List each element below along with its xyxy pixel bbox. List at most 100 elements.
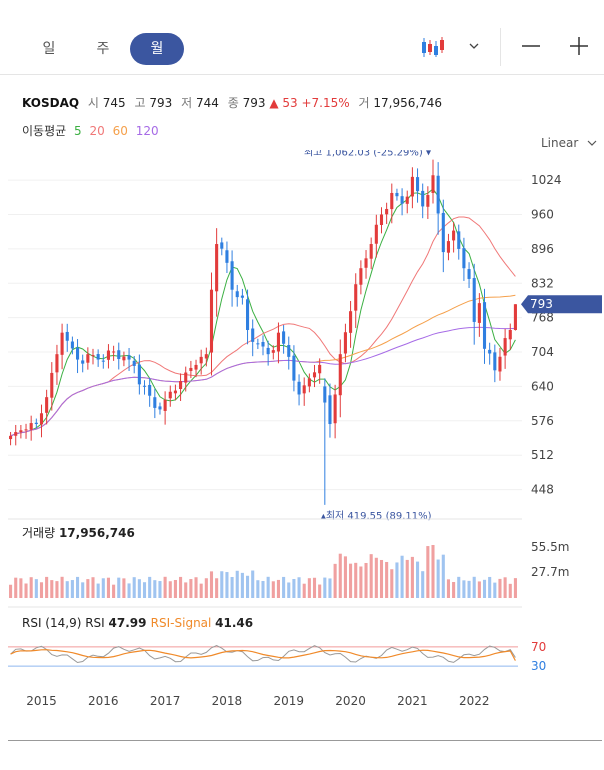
candle-body: [297, 381, 301, 395]
high-label: 고: [134, 96, 146, 110]
volume-bar: [209, 571, 214, 598]
volume-bar: [436, 559, 440, 598]
tab-month[interactable]: 월: [130, 33, 184, 65]
candle-body: [76, 347, 80, 360]
volume-bar: [292, 578, 296, 598]
y-tick-label: 768: [531, 311, 554, 325]
x-tick-label: 2019: [273, 694, 304, 708]
volume-bar: [230, 576, 234, 598]
ma5-label: 5: [74, 124, 82, 138]
tab-day[interactable]: 일: [42, 41, 56, 57]
volume-bar: [410, 556, 414, 598]
volume-bar: [65, 581, 69, 598]
volume-label: 거: [358, 96, 370, 110]
candle-body: [132, 360, 136, 366]
y-tick-label: 704: [531, 345, 554, 359]
volume-bar: [508, 583, 512, 598]
volume-bar: [318, 584, 322, 598]
candle-body: [184, 372, 188, 383]
candle-body: [246, 299, 250, 330]
volume-bar: [364, 562, 368, 598]
candle-body: [127, 355, 131, 360]
candle-body: [333, 394, 337, 424]
ohlc-info: KOSDAQ 시 745 고 793 저 744 종 793 ▲ 53 +7.1…: [22, 94, 442, 111]
candle-body: [251, 328, 255, 342]
volume-value: 17,956,746: [373, 96, 443, 110]
change-value: ▲ 53: [269, 96, 298, 110]
volume-bar: [96, 583, 100, 598]
candle-body: [405, 196, 409, 204]
candle-body: [343, 332, 347, 354]
candle-body: [395, 192, 399, 197]
y-tick-label: 1024: [531, 173, 562, 187]
chevron-down-icon: [469, 43, 479, 49]
y-tick-label: 896: [531, 242, 554, 256]
candle-body: [467, 269, 471, 279]
ma60-label: 60: [112, 124, 128, 138]
candle-body: [364, 258, 368, 268]
scale-select[interactable]: Linear: [541, 136, 598, 150]
volume-bar: [168, 581, 172, 598]
volume-bar: [400, 555, 404, 598]
volume-bar: [338, 553, 342, 598]
candle-body: [436, 175, 440, 214]
close-label: 종: [227, 96, 239, 110]
candle-body: [148, 384, 152, 396]
volume-bar: [179, 576, 183, 598]
divider: [8, 740, 602, 741]
candle-body: [379, 214, 384, 225]
volume-bar: [117, 577, 121, 598]
candle-body: [328, 395, 332, 425]
ma5-line: [10, 188, 516, 437]
volume-bar: [81, 582, 85, 598]
candle-body: [472, 278, 476, 322]
rsi-level-70: 70: [531, 640, 546, 654]
volume-panel-label: 거래량 17,956,746: [22, 526, 135, 540]
plus-icon: [570, 37, 588, 55]
y-tick-label: 960: [531, 207, 554, 221]
candle-body: [65, 331, 69, 341]
divider: [500, 28, 501, 66]
chart-toolbar: 일 주 월: [0, 0, 604, 75]
volume-bar: [307, 578, 311, 598]
candle-body: [446, 241, 450, 253]
candle-body: [39, 413, 44, 425]
candle-body: [513, 304, 517, 330]
volume-bar: [122, 578, 126, 598]
volume-bar: [271, 581, 275, 598]
x-tick-label: 2017: [150, 694, 181, 708]
volume-bar: [106, 577, 110, 598]
chart-type-select[interactable]: [418, 35, 490, 61]
candle-body: [266, 347, 270, 355]
zoom-out-button[interactable]: [516, 32, 544, 60]
candle-body: [225, 250, 229, 263]
candle-body: [106, 350, 110, 360]
candle-body: [271, 350, 275, 353]
volume-bar: [343, 556, 347, 598]
candle-body: [50, 372, 54, 398]
candle-body: [81, 360, 85, 364]
candle-body: [55, 354, 59, 373]
candle-body: [230, 261, 234, 290]
volume-bar: [158, 581, 162, 598]
volume-bar: [220, 571, 224, 598]
max-label: 최고 1,062.03 (-25.29%) ▾: [304, 150, 431, 159]
candle-body: [60, 332, 64, 355]
volume-bar: [101, 578, 105, 598]
volume-bar: [60, 576, 64, 598]
volume-bar: [354, 562, 358, 598]
candle-body: [101, 360, 105, 362]
candle-body: [70, 341, 74, 349]
candle-body: [482, 302, 487, 349]
tab-week[interactable]: 주: [96, 41, 110, 57]
candle-body: [312, 372, 317, 378]
volume-bar: [148, 576, 152, 598]
zoom-in-button[interactable]: [564, 32, 592, 60]
volume-bar: [287, 582, 291, 598]
candlestick-icon: [422, 37, 479, 57]
price-chart[interactable]: 448 512 576 640 704 768 832 896 960 1024 최고 1,062.…: [0, 150, 604, 740]
candle-body: [117, 350, 121, 360]
x-tick-label: 2016: [88, 694, 119, 708]
high-value: 793: [149, 96, 173, 110]
candle-body: [189, 367, 193, 371]
